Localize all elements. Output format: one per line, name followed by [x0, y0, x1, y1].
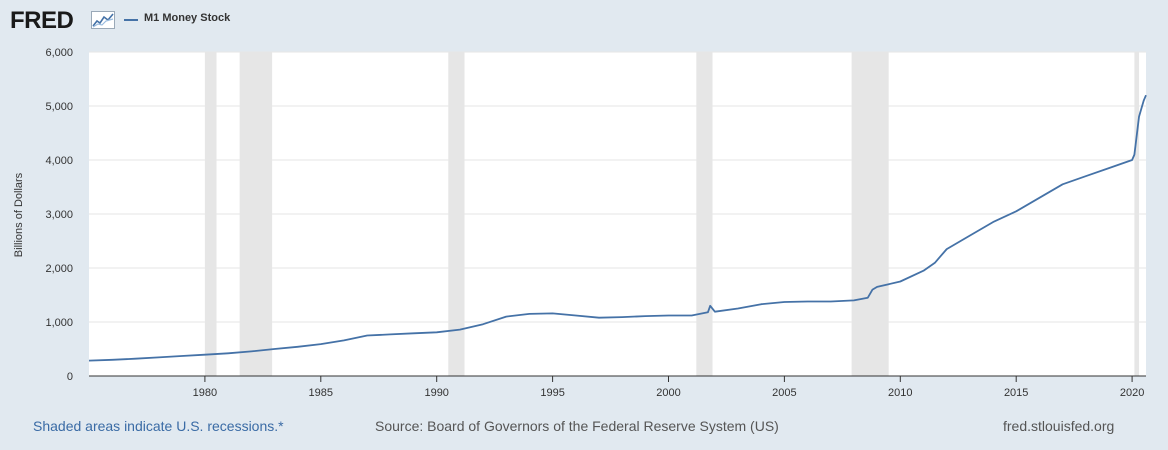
legend-label: M1 Money Stock: [144, 12, 231, 24]
chart: 0 1,000 2,000 3,000 4,000 5,000 6,000 1980 1985…: [13, 47, 1147, 399]
fred-logo[interactable]: FRED: [10, 7, 74, 34]
x-tick-label: 1990: [424, 387, 448, 399]
x-tick-label: 1995: [540, 387, 564, 399]
y-tick-label: 3,000: [45, 209, 73, 221]
x-tick-label: 2010: [888, 387, 912, 399]
x-tick-label: 2000: [656, 387, 680, 399]
y-tick-label: 2,000: [45, 263, 73, 275]
y-axis-ticks: 0 1,000 2,000 3,000 4,000 5,000 6,000: [45, 47, 73, 383]
y-tick-label: 1,000: [45, 317, 73, 329]
recession-note-link[interactable]: Shaded areas indicate U.S. recessions.*: [33, 418, 284, 434]
series-layer: [88, 94, 1147, 362]
x-axis-ticks: 1980 1985 1990 1995 2000 2005 2010 2015 2020: [193, 376, 1144, 399]
x-tick-label: 1980: [193, 387, 217, 399]
header: FRED M1 Money Stock: [0, 0, 1168, 44]
y-tick-label: 6,000: [45, 47, 73, 59]
y-tick-label: 0: [67, 371, 73, 383]
y-axis-label: Billions of Dollars: [13, 172, 25, 257]
site-url-link[interactable]: fred.stlouisfed.org: [1003, 418, 1115, 434]
x-tick-label: 2005: [772, 387, 796, 399]
x-tick-label: 2015: [1004, 387, 1028, 399]
gridlines: [89, 51, 1146, 377]
y-tick-label: 5,000: [45, 101, 73, 113]
fred-graph-icon: [91, 11, 115, 29]
x-tick-label: 1985: [309, 387, 333, 399]
legend-swatch: [124, 19, 138, 21]
x-tick-label: 2020: [1120, 387, 1144, 399]
y-tick-label: 4,000: [45, 155, 73, 167]
series-line-m1-money-stock[interactable]: [88, 94, 1147, 362]
source-text: Source: Board of Governors of the Federa…: [375, 418, 779, 434]
